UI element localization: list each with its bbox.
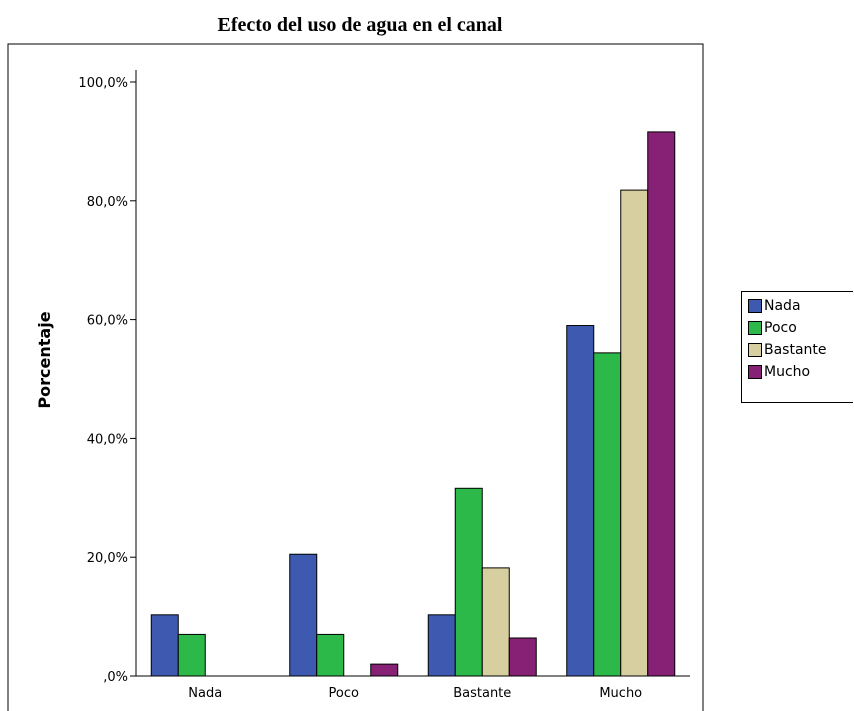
bar-poco-nada: [177, 633, 206, 677]
legend-label: Bastante: [764, 342, 827, 358]
legend: Nada Poco Bastante Mucho: [741, 291, 853, 403]
plot-area: [150, 131, 676, 677]
legend-label: Poco: [764, 320, 797, 336]
bar-poco-poco: [316, 633, 345, 677]
bar-mucho-poco: [370, 663, 399, 677]
x-tick-label: Nada: [188, 686, 222, 701]
legend-item: Bastante: [748, 339, 853, 361]
x-axis: Nada Poco Bastante Mucho: [136, 675, 690, 701]
chart-title: Efecto del uso de agua en el canal: [217, 14, 503, 36]
legend-label: Nada: [764, 298, 801, 314]
y-tick-label: 100,0%: [78, 76, 128, 91]
y-tick-label: 40,0%: [87, 432, 128, 447]
y-tick-label: 20,0%: [87, 551, 128, 566]
bar-bastante-bastante: [481, 567, 510, 677]
legend-swatch: [748, 343, 762, 357]
legend-item: Poco: [748, 317, 853, 339]
legend-swatch: [748, 321, 762, 335]
bar-nada-nada: [150, 614, 179, 677]
y-tick-label: 80,0%: [87, 195, 128, 210]
chart-frame: [7, 43, 704, 711]
bar-nada-poco: [289, 553, 318, 677]
y-axis-title: Porcentaje: [35, 311, 54, 408]
legend-label: Mucho: [764, 364, 811, 380]
bar-mucho-mucho: [647, 131, 676, 677]
y-tick-label: ,0%: [103, 670, 128, 685]
x-tick-label: Mucho: [599, 686, 642, 701]
legend-item: Mucho: [748, 361, 853, 383]
legend-item: Nada: [748, 295, 853, 317]
y-tick-label: 60,0%: [87, 314, 128, 329]
bar-poco-mucho: [593, 352, 622, 677]
bar-nada-mucho: [566, 325, 595, 677]
x-tick-label: Bastante: [453, 686, 511, 701]
y-axis: ,0% 20,0% 40,0% 60,0% 80,0% 100,0%: [78, 70, 137, 685]
bar-bastante-mucho: [620, 189, 649, 677]
bar-poco-bastante: [454, 487, 483, 677]
x-tick-label: Poco: [329, 686, 359, 701]
bar-mucho-bastante: [508, 637, 537, 677]
legend-swatch: [748, 299, 762, 313]
legend-swatch: [748, 365, 762, 379]
bar-nada-bastante: [427, 614, 456, 677]
